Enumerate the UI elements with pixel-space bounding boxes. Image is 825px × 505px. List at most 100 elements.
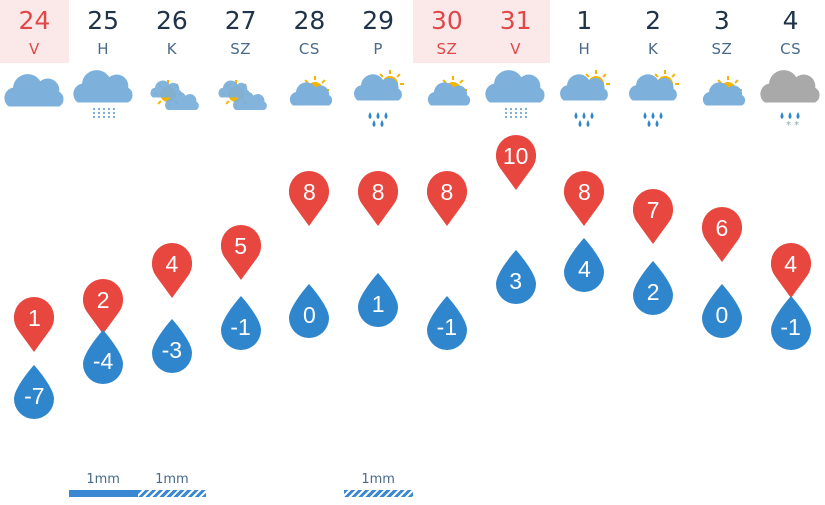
max-temp-value: 1 [27,305,41,331]
day-header: 27 SZ [206,0,275,63]
min-temp-drop: -3 [148,317,196,377]
day-number: 26 [155,6,188,35]
day-header: 29 P [344,0,413,63]
min-temp-drop: -1 [423,294,471,354]
max-temp-pin: 8 [560,168,608,228]
min-temp-value: 4 [577,256,591,282]
precipitation-amount: 1mm [155,472,189,487]
day-column[interactable]: 26 K 4 -3 1mm [137,0,208,505]
min-temp-drop: 0 [698,282,746,342]
day-number: 30 [430,6,463,35]
day-column[interactable]: 4 CS * * 4 -1 [756,0,825,505]
min-temp-drop: -1 [217,294,265,354]
day-column[interactable]: 27 SZ 5 -1 [206,0,276,505]
max-temp-pin: 7 [629,186,677,246]
day-number: 3 [713,6,730,35]
max-temp-pin: 8 [354,168,402,228]
cloud-icon [0,68,68,132]
min-temp-value: -1 [436,313,458,340]
max-temp-value: 5 [234,233,248,259]
min-temp-drop: 0 [285,282,333,342]
day-number: 24 [18,6,51,35]
day-number: 2 [645,6,662,35]
day-number: 25 [87,6,120,35]
cloud-sleet-icon: * * [756,68,824,132]
day-name: CS [780,40,802,58]
sun-cloud-rain-icon [550,68,618,132]
day-column[interactable]: 30 SZ 8 -1 [412,0,483,505]
precipitation-bar [343,490,413,497]
min-temp-drop: -7 [10,363,58,423]
day-number: 31 [499,6,532,35]
max-temp-value: 10 [502,143,529,169]
day-column[interactable]: 3 SZ 6 0 [687,0,758,505]
precipitation-amount: 1mm [361,472,395,487]
day-header: 4 CS [756,0,825,63]
partly-cloudy-icon [138,68,206,132]
day-number: 28 [293,6,326,35]
day-name: H [97,40,110,58]
min-temp-value: 2 [646,279,660,305]
max-temp-pin: 4 [148,240,196,300]
min-temp-drop: -1 [767,294,815,354]
day-header: 25 H [69,0,138,63]
sun-cloud-rain-icon [344,68,412,132]
day-column[interactable]: 29 P 8 1 1mm [343,0,414,505]
max-temp-value: 8 [440,179,454,205]
day-number: 1 [576,6,593,35]
day-column[interactable]: 25 H 2 -4 1mm [68,0,139,505]
min-temp-drop: 2 [629,259,677,319]
precipitation-bar [137,490,207,497]
min-temp-drop: -4 [79,328,127,388]
max-temp-pin: 1 [10,294,58,354]
min-temp-value: 0 [715,302,729,328]
max-temp-pin: 6 [698,204,746,264]
sun-cloud-icon [275,68,343,132]
min-temp-value: 0 [302,302,316,328]
day-name: CS [298,40,320,58]
day-column[interactable]: 31 V 10 3 [481,0,551,505]
sun-cloud-icon [688,68,756,132]
max-temp-value: 8 [302,179,316,205]
cloud-drizzle-icon [481,68,549,132]
day-header: 30 SZ [412,0,482,63]
max-temp-pin: 8 [285,168,333,228]
day-column[interactable]: 28 CS 8 0 [275,0,345,505]
svg-text:* *: * * [786,120,799,131]
day-header: 26 K [138,0,207,63]
precipitation-bar [68,490,138,497]
day-column[interactable]: 24 V 1 -7 [0,0,70,505]
max-temp-value: 6 [715,215,729,241]
day-name: K [647,40,659,58]
day-name: P [373,40,383,58]
max-temp-pin: 5 [217,222,265,282]
day-name: SZ [711,40,733,58]
min-temp-value: -3 [161,336,183,363]
max-temp-value: 2 [96,287,110,313]
partly-cloudy-icon [206,68,274,132]
day-name: H [578,40,591,58]
min-temp-drop: 3 [492,248,540,308]
max-temp-pin: 4 [767,240,815,300]
max-temp-value: 8 [371,179,385,205]
min-temp-value: -1 [780,313,801,340]
min-temp-value: -1 [230,313,251,340]
max-temp-value: 4 [784,251,798,277]
cloud-drizzle-icon [69,68,137,132]
day-name: K [166,40,178,58]
day-number: 27 [224,6,257,35]
day-header: 28 CS [275,0,344,63]
min-temp-drop: 4 [560,236,608,296]
max-temp-value: 8 [577,179,591,205]
sun-cloud-icon [413,68,481,132]
day-header: 24 V [0,0,69,63]
sun-cloud-rain-icon [619,68,687,132]
day-header: 31 V [481,0,550,63]
max-temp-value: 7 [646,197,660,223]
max-temp-value: 4 [165,251,179,277]
